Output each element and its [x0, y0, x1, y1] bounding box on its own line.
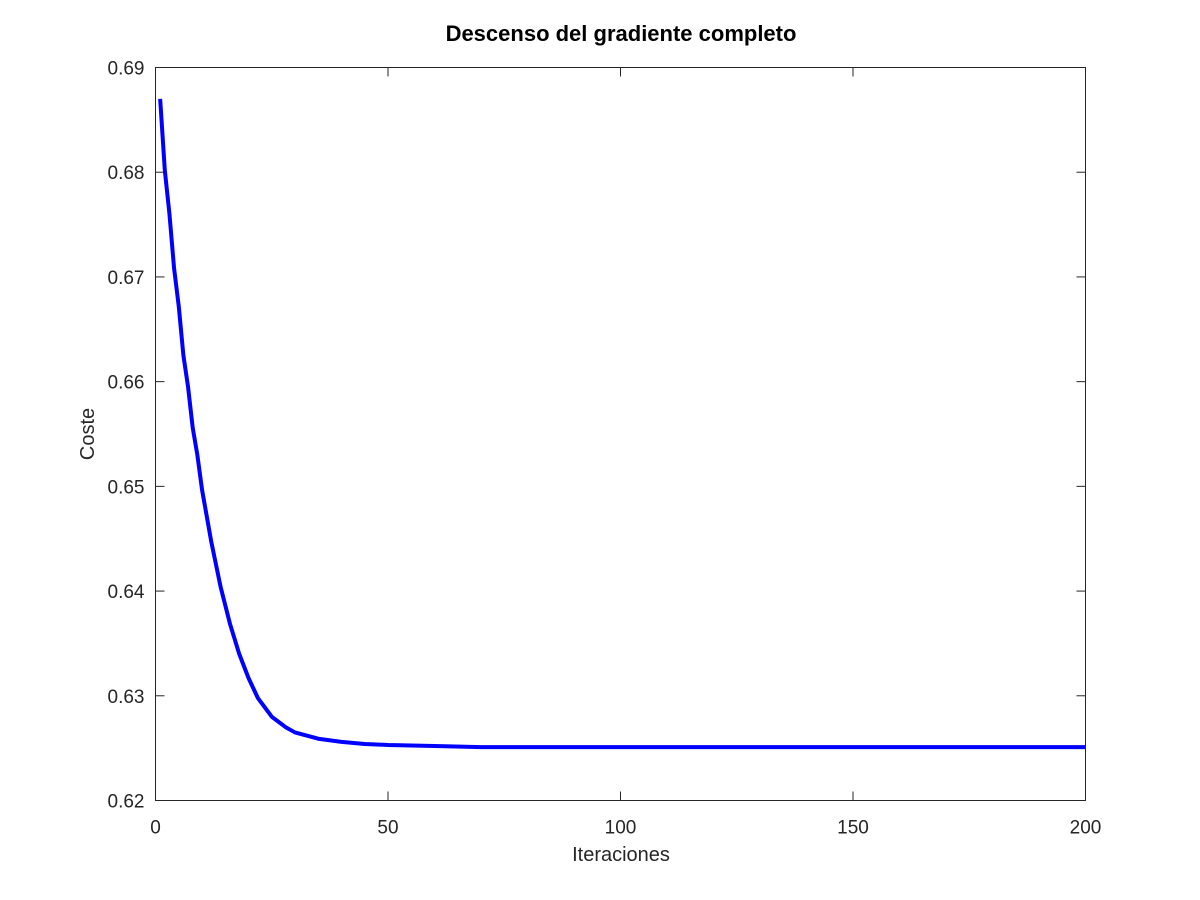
x-axis-label: Iteraciones	[572, 844, 670, 866]
series-line	[158, 98, 1086, 750]
x-tick-label: 150	[837, 818, 869, 839]
y-tick-label: 0.68	[108, 163, 145, 184]
plot-series	[158, 98, 1086, 750]
y-tick-label: 0.63	[108, 687, 145, 708]
axis-ticks: 0 50 100 150 200 0.62 0.63 0.64 0.65 0.66 0.67 0.68…	[108, 59, 1102, 839]
y-axis-label: Coste	[77, 408, 99, 460]
y-tick-label: 0.66	[108, 373, 145, 394]
chart-title: Descenso del gradiente completo	[446, 21, 797, 46]
x-tick-label: 200	[1070, 818, 1102, 839]
x-tick-label: 50	[377, 818, 398, 839]
y-tick-label: 0.64	[108, 582, 145, 603]
x-tick-label: 100	[605, 818, 637, 839]
x-tick-label: 0	[150, 818, 161, 839]
y-tick-label: 0.62	[108, 792, 145, 813]
y-tick-label: 0.67	[108, 268, 145, 289]
y-tick-label: 0.65	[108, 477, 145, 498]
y-tick-label: 0.69	[108, 59, 145, 80]
plot-frame	[155, 67, 1086, 801]
